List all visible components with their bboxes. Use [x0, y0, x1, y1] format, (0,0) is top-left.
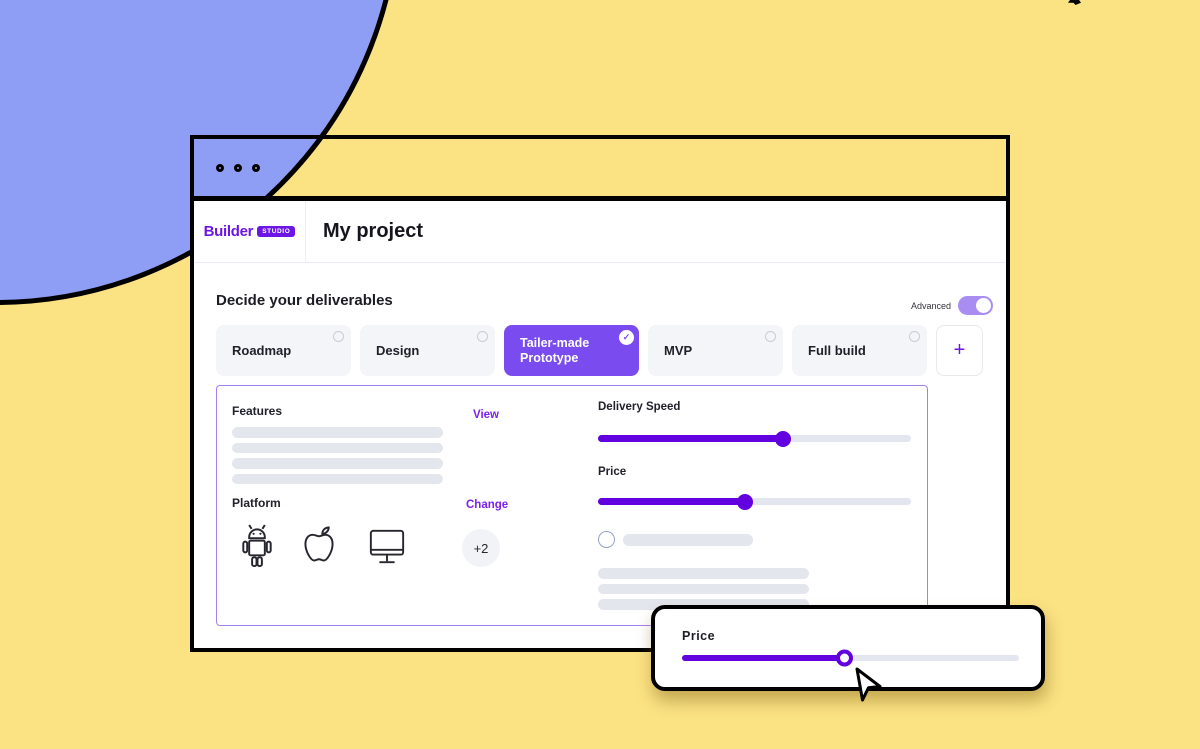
placeholder-line: [598, 599, 809, 610]
add-option-button[interactable]: +: [936, 325, 983, 376]
radio-unchecked-icon[interactable]: [598, 531, 615, 548]
placeholder-line: [598, 568, 809, 579]
delivery-speed-slider[interactable]: [598, 430, 911, 447]
slider-knob[interactable]: [835, 649, 853, 667]
window-control-dot[interactable]: [216, 163, 224, 172]
android-icon: [242, 524, 272, 568]
placeholder-line: [232, 458, 443, 469]
popover-price-slider[interactable]: [682, 649, 1019, 667]
placeholder-line: [232, 473, 443, 484]
more-platforms-badge[interactable]: +2: [462, 529, 500, 567]
builder-studio-logo[interactable]: Builder STUDIO: [194, 201, 306, 262]
apple-icon: [304, 526, 334, 562]
advanced-label: Advanced: [910, 300, 951, 311]
logo-text: Builder: [203, 223, 254, 240]
price-label: Price: [598, 466, 627, 478]
view-link[interactable]: View: [473, 409, 499, 421]
radio-unchecked-icon[interactable]: [909, 331, 920, 342]
radio-unchecked-icon[interactable]: [333, 331, 344, 342]
decorative-top-mark: [1068, 0, 1081, 5]
app-header: Builder STUDIO My project: [194, 201, 1006, 263]
placeholder-line: [232, 442, 443, 453]
plus-icon: +: [953, 339, 966, 361]
option-label: Tailer-made Prototype: [520, 335, 590, 365]
placeholder-pill: [623, 533, 753, 546]
radio-unchecked-icon[interactable]: [765, 331, 776, 342]
slider-knob[interactable]: [774, 430, 791, 447]
window-control-dot[interactable]: [234, 163, 242, 172]
option-card-tailer-made-prototype[interactable]: Tailer-made Prototype ✓: [504, 325, 639, 376]
slider-fill: [598, 493, 754, 510]
advanced-toggle-group: Advanced: [911, 296, 993, 315]
window-control-dot[interactable]: [252, 163, 260, 172]
option-label: Roadmap: [232, 343, 292, 358]
slider-fill: [682, 649, 853, 667]
platform-icons: [239, 520, 407, 569]
placeholder-line: [232, 427, 443, 438]
desktop-icon: [369, 529, 405, 564]
window-body: Builder STUDIO My project Decide your de…: [194, 201, 1006, 648]
features-placeholder-lines: [232, 427, 443, 489]
option-label: Design: [376, 343, 420, 358]
browser-window: Builder STUDIO My project Decide your de…: [190, 135, 1010, 652]
deliverables-heading: Decide your deliverables: [216, 292, 393, 309]
delivery-speed-label: Delivery Speed: [598, 401, 681, 413]
option-card-design[interactable]: Design: [360, 325, 495, 376]
option-card-roadmap[interactable]: Roadmap: [216, 325, 351, 376]
option-radio-row: [598, 531, 753, 548]
slider-fill: [598, 430, 791, 447]
advanced-toggle[interactable]: [958, 296, 993, 315]
price-slider[interactable]: [598, 493, 911, 510]
summary-placeholder-lines: [598, 568, 809, 615]
logo-studio-badge: STUDIO: [257, 226, 296, 237]
option-label: Full build: [808, 343, 866, 358]
main-content: Decide your deliverables Advanced Roadma…: [194, 263, 1006, 648]
option-card-mvp[interactable]: MVP: [648, 325, 783, 376]
option-card-full-build[interactable]: Full build: [792, 325, 927, 376]
window-titlebar: [194, 139, 1006, 201]
slider-knob[interactable]: [737, 493, 754, 510]
price-popover-card: Price: [651, 605, 1045, 691]
placeholder-line: [598, 583, 809, 594]
mouse-cursor-icon: [855, 667, 882, 702]
change-link[interactable]: Change: [466, 499, 509, 511]
deliverable-options: Roadmap Design Tailer-made Prototype ✓ M…: [216, 325, 983, 376]
features-label: Features: [232, 404, 283, 418]
platform-label: Platform: [232, 496, 281, 510]
project-summary-panel: Features View Platform Change: [216, 385, 928, 626]
check-circle-icon: ✓: [619, 330, 634, 345]
radio-unchecked-icon[interactable]: [477, 331, 488, 342]
popover-price-label: Price: [682, 629, 716, 643]
option-label: MVP: [664, 343, 693, 358]
toggle-knob: [976, 298, 991, 313]
page-title: My project: [323, 220, 424, 242]
